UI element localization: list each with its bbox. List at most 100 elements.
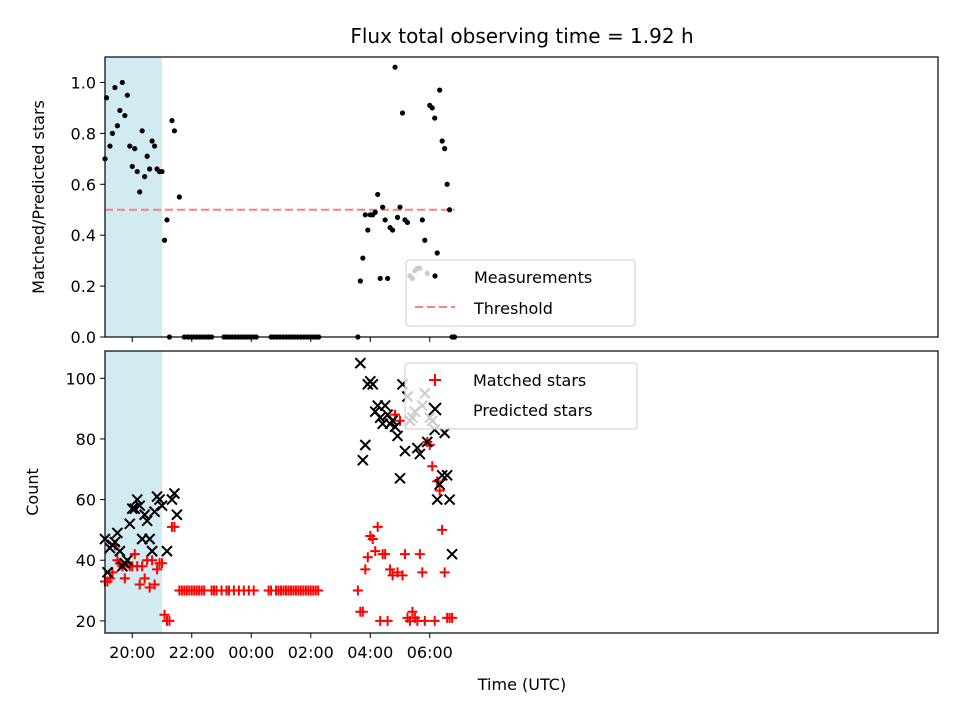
- y-tick-label: 20: [76, 612, 96, 631]
- predicted-stars-point: [389, 421, 401, 433]
- measurement-point: [159, 168, 165, 175]
- measurement-point: [147, 166, 153, 172]
- measurement-point: [380, 204, 386, 210]
- matched-stars-point: [139, 573, 150, 584]
- predicted-stars-point: [143, 533, 156, 545]
- measurement-point: [161, 237, 168, 243]
- bottom-legend: Matched stars Predicted stars: [404, 362, 638, 430]
- predicted-stars-point: [111, 527, 124, 539]
- legend-measurements-label: Measurements: [474, 268, 592, 287]
- measurement-point: [375, 191, 381, 198]
- matched-stars-point: [385, 564, 396, 575]
- x-tick-label: 04:00: [347, 643, 393, 662]
- matched-stars-point: [313, 585, 324, 596]
- predicted-stars-point: [421, 436, 433, 448]
- matched-stars-point: [399, 549, 410, 560]
- matched-stars-point: [169, 521, 180, 532]
- x-tick-label: 06:00: [407, 643, 453, 662]
- measurement-point: [399, 110, 406, 116]
- measurement-point: [385, 275, 391, 282]
- predicted-stars-point: [399, 445, 411, 457]
- predicted-stars-point: [436, 469, 448, 482]
- predicted-stars-point: [146, 545, 158, 557]
- y-tick-label: 0.6: [71, 175, 96, 194]
- predicted-stars-point: [391, 430, 404, 442]
- legend-predicted-label: Predicted stars: [473, 401, 593, 420]
- measurement-point: [439, 138, 445, 144]
- y-tick-label: 0.8: [71, 124, 96, 143]
- matched-stars-point: [427, 461, 438, 472]
- y-tick-label: 0.0: [71, 328, 96, 347]
- measurement-point: [389, 227, 396, 233]
- measurement-point: [382, 217, 388, 223]
- measurement-point: [151, 143, 158, 149]
- matched-stars-point: [414, 549, 425, 560]
- predicted-stars-point: [443, 493, 456, 506]
- matched-stars-point: [159, 609, 170, 620]
- predicted-stars-point: [168, 487, 181, 500]
- matched-stars-point: [397, 570, 408, 581]
- measurement-point: [437, 87, 443, 93]
- predicted-stars-point: [394, 472, 406, 485]
- measurement-point: [372, 209, 378, 215]
- matched-stars-point: [119, 573, 130, 584]
- y-tick-label: 0.2: [71, 277, 96, 296]
- predicted-stars-point: [411, 442, 424, 454]
- measurement-point: [124, 92, 130, 98]
- top-panel-ylabel: Matched/Predicted stars: [29, 100, 48, 294]
- predicted-stars-point: [153, 493, 166, 506]
- predicted-stars-point: [431, 493, 443, 506]
- matched-stars-point: [419, 615, 430, 626]
- measurement-point: [419, 217, 425, 223]
- predicted-stars-point: [367, 378, 379, 391]
- measurement-point: [119, 79, 125, 86]
- bottom-panel: 20 40 60 80 100 20:00 22:00 00:00 02:00 04:00 06:…: [23, 350, 939, 694]
- predicted-stars-point: [161, 545, 173, 557]
- measurement-point: [142, 174, 148, 180]
- top-panel-shade: [105, 57, 163, 337]
- predicted-stars-point: [379, 399, 391, 412]
- predicted-stars-point: [441, 469, 453, 482]
- matched-stars-point: [357, 606, 368, 617]
- matched-stars-point: [439, 567, 450, 578]
- predicted-stars-point: [141, 515, 153, 527]
- matched-stars-point: [134, 579, 145, 590]
- x-tick-label: 20:00: [109, 643, 155, 662]
- matched-stars-point: [429, 615, 440, 626]
- matched-stars-point: [407, 606, 418, 617]
- legend-predicted-marker: [428, 402, 442, 416]
- predicted-stars-point: [446, 548, 458, 560]
- measurement-point: [132, 146, 138, 152]
- measurement-point: [137, 189, 143, 195]
- measurement-point: [171, 128, 178, 134]
- x-axis-label: Time (UTC): [477, 675, 566, 694]
- legend-matched-label: Matched stars: [473, 371, 586, 390]
- top-panel: 0.0 0.2 0.4 0.6 0.8 1.0 Matched/Predicted sta…: [29, 56, 939, 347]
- matched-stars-point: [372, 521, 383, 532]
- measurement-point: [392, 64, 398, 70]
- matched-stars-point: [395, 415, 406, 426]
- measurement-point: [129, 163, 135, 170]
- measurement-point: [434, 250, 440, 256]
- matched-stars-point: [164, 615, 175, 626]
- measurement-point: [377, 275, 383, 282]
- predicted-stars-point: [126, 502, 138, 515]
- measurement-point: [149, 138, 155, 144]
- y-tick-label: 80: [76, 430, 96, 449]
- measurement-point: [176, 194, 182, 200]
- matched-stars-point: [370, 546, 381, 557]
- predicted-stars-point: [386, 415, 399, 427]
- measurement-point: [447, 207, 453, 213]
- matched-stars-point: [417, 567, 428, 578]
- legend-threshold-label: Threshold: [473, 299, 553, 318]
- matched-stars-point: [367, 534, 378, 544]
- predicted-stars-point: [414, 448, 426, 460]
- y-tick-label: 60: [76, 491, 96, 510]
- top-panel-frame: [104, 56, 939, 338]
- predicted-stars-point: [114, 545, 126, 557]
- matched-stars-point: [437, 524, 448, 535]
- predicted-stars-point: [134, 499, 146, 512]
- predicted-stars-point: [357, 454, 369, 466]
- x-tick-label: 22:00: [169, 643, 215, 662]
